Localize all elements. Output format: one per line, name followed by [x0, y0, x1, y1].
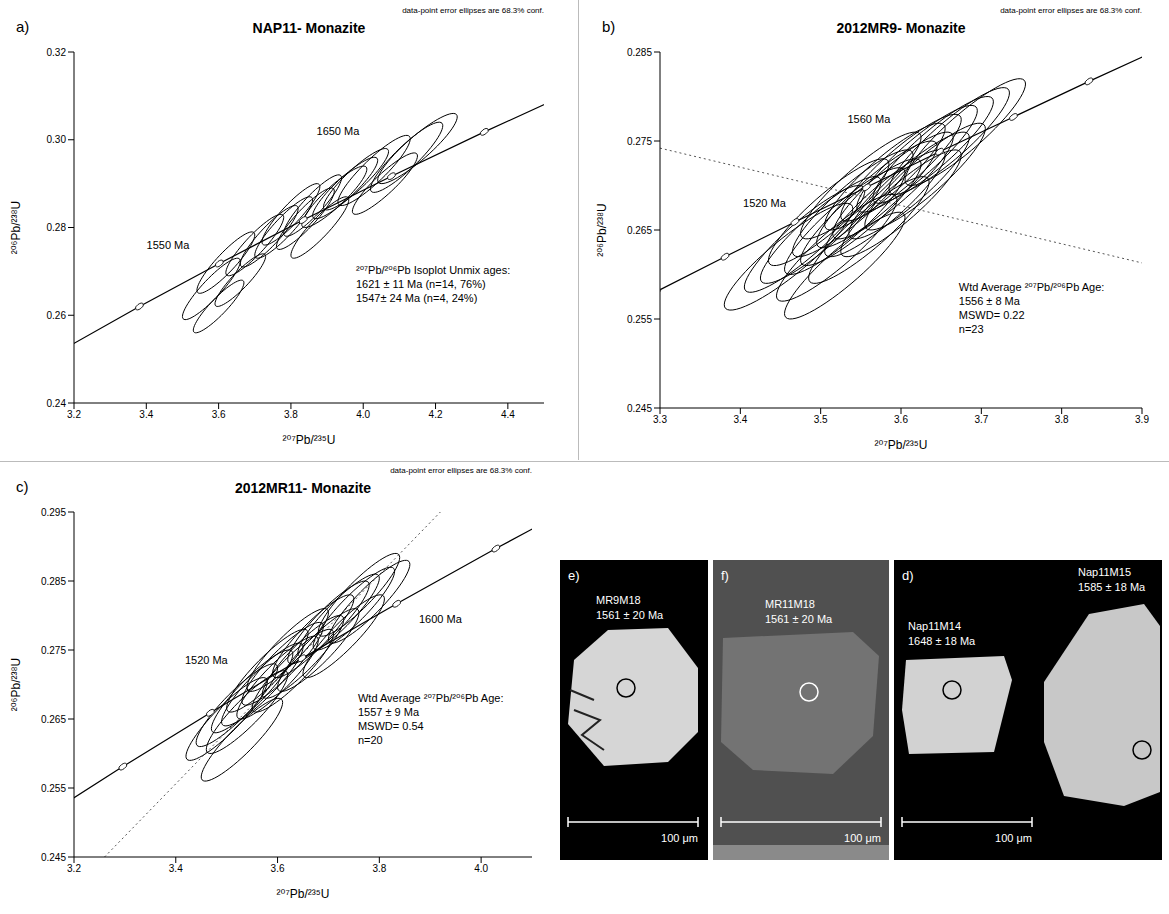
svg-text:3.4: 3.4 — [139, 409, 153, 420]
svg-text:100 μm: 100 μm — [844, 832, 881, 844]
svg-text:0.255: 0.255 — [627, 314, 652, 325]
html-text:a): a) — [16, 18, 30, 35]
svg-text:0.26: 0.26 — [47, 310, 67, 321]
svg-text:²⁰⁶Pb/²³⁸U: ²⁰⁶Pb/²³⁸U — [595, 203, 609, 256]
svg-text:0.265: 0.265 — [627, 225, 652, 236]
svg-text:0.285: 0.285 — [627, 47, 652, 58]
svg-text:²⁰⁶Pb/²³⁸U: ²⁰⁶Pb/²³⁸U — [9, 201, 23, 254]
svg-text:²⁰⁷Pb/²³⁵U: ²⁰⁷Pb/²³⁵U — [875, 438, 928, 452]
svg-text:3.2: 3.2 — [67, 863, 81, 874]
svg-text:Nap11M14: Nap11M14 — [908, 620, 961, 632]
svg-text:0.30: 0.30 — [47, 134, 67, 145]
html-text:1547± 24 Ma (n=4, 24%): 1547± 24 Ma (n=4, 24%) — [356, 291, 478, 304]
html-text:2012MR9- Monazite: 2012MR9- Monazite — [836, 20, 966, 36]
svg-text:1560 Ma: 1560 Ma — [847, 113, 891, 125]
html-text:1556 ± 8 Ma: 1556 ± 8 Ma — [958, 294, 1020, 307]
svg-text:0.295: 0.295 — [41, 507, 66, 518]
html-text:data-point error ellipses are: data-point error ellipses are 68.3% conf… — [402, 6, 544, 15]
svg-text:3.7: 3.7 — [974, 414, 988, 425]
svg-text:4.4: 4.4 — [501, 409, 515, 420]
svg-text:Nap11M15: Nap11M15 — [1078, 566, 1131, 578]
svg-text:²⁰⁶Pb/²³⁸U: ²⁰⁶Pb/²³⁸U — [9, 658, 23, 711]
svg-text:3.6: 3.6 — [271, 863, 285, 874]
svg-text:1520 Ma: 1520 Ma — [743, 197, 787, 209]
svg-text:3.8: 3.8 — [284, 409, 298, 420]
svg-text:1648 ± 18 Ma: 1648 ± 18 Ma — [908, 635, 976, 647]
svg-text:3.9: 3.9 — [1135, 414, 1149, 425]
svg-text:f): f) — [721, 568, 729, 583]
html-text:2012MR11- Monazite: 2012MR11- Monazite — [234, 480, 372, 496]
html-text:Wtd Average ²⁰⁷Pb/²⁰⁶Pb Age:: Wtd Average ²⁰⁷Pb/²⁰⁶Pb Age: — [958, 280, 1105, 293]
svg-text:MR11M18: MR11M18 — [765, 598, 815, 610]
svg-text:100 μm: 100 μm — [661, 832, 698, 844]
svg-text:1600 Ma: 1600 Ma — [419, 613, 463, 625]
svg-text:1520 Ma: 1520 Ma — [185, 654, 229, 666]
svg-text:4.0: 4.0 — [474, 863, 488, 874]
svg-text:3.8: 3.8 — [372, 863, 386, 874]
html-text:n=23: n=23 — [958, 322, 984, 335]
svg-text:3.4: 3.4 — [169, 863, 183, 874]
svg-text:0.28: 0.28 — [47, 222, 67, 233]
svg-text:3.8: 3.8 — [1055, 414, 1069, 425]
html-text:MSWD= 0.22: MSWD= 0.22 — [958, 308, 1025, 321]
svg-text:0.245: 0.245 — [627, 403, 652, 414]
svg-text:0.24: 0.24 — [47, 398, 67, 409]
html-text:NAP11- Monazite: NAP11- Monazite — [252, 20, 366, 36]
svg-text:3.2: 3.2 — [67, 409, 81, 420]
svg-text:0.245: 0.245 — [41, 852, 66, 863]
svg-text:100 μm: 100 μm — [995, 832, 1032, 844]
svg-text:3.5: 3.5 — [814, 414, 828, 425]
html-text:data-point error ellipses are: data-point error ellipses are 68.3% conf… — [390, 466, 532, 475]
html-text:n=20: n=20 — [358, 734, 383, 747]
html-text:MSWD= 0.54: MSWD= 0.54 — [358, 720, 424, 733]
svg-text:0.285: 0.285 — [41, 576, 66, 587]
svg-text:1561 ± 20 Ma: 1561 ± 20 Ma — [765, 613, 833, 625]
svg-text:²⁰⁷Pb/²³⁵U: ²⁰⁷Pb/²³⁵U — [277, 887, 330, 901]
svg-text:4.0: 4.0 — [356, 409, 370, 420]
svg-text:0.275: 0.275 — [41, 645, 66, 656]
html-text:b): b) — [602, 18, 616, 35]
svg-text:0.32: 0.32 — [47, 47, 67, 58]
svg-text:e): e) — [568, 568, 580, 583]
svg-text:1561 ± 20 Ma: 1561 ± 20 Ma — [596, 609, 664, 621]
html-text:1621 ± 11 Ma (n=14, 76%): 1621 ± 11 Ma (n=14, 76%) — [356, 277, 486, 290]
svg-text:3.3: 3.3 — [653, 414, 667, 425]
html-text:1557 ± 9 Ma: 1557 ± 9 Ma — [358, 706, 419, 719]
svg-text:0.265: 0.265 — [41, 714, 66, 725]
html-text:²⁰⁷Pb/²⁰⁶Pb Isoplot Unmix ages: ²⁰⁷Pb/²⁰⁶Pb Isoplot Unmix ages: — [356, 263, 511, 276]
svg-text:d): d) — [902, 568, 914, 583]
svg-text:3.6: 3.6 — [212, 409, 226, 420]
html-text:c): c) — [16, 478, 29, 495]
svg-text:3.6: 3.6 — [894, 414, 908, 425]
html-text:data-point error ellipses are: data-point error ellipses are 68.3% conf… — [1000, 6, 1142, 15]
svg-text:1550 Ma: 1550 Ma — [147, 239, 191, 251]
svg-text:0.275: 0.275 — [627, 136, 652, 147]
svg-text:0.255: 0.255 — [41, 783, 66, 794]
html-text:Wtd Average ²⁰⁷Pb/²⁰⁶Pb Age:: Wtd Average ²⁰⁷Pb/²⁰⁶Pb Age: — [358, 692, 504, 705]
svg-text:²⁰⁷Pb/²³⁵U: ²⁰⁷Pb/²³⁵U — [283, 433, 336, 447]
svg-text:MR9M18: MR9M18 — [596, 594, 641, 606]
svg-text:3.4: 3.4 — [733, 414, 747, 425]
svg-text:1650 Ma: 1650 Ma — [317, 125, 361, 137]
svg-text:4.2: 4.2 — [429, 409, 443, 420]
svg-text:1585 ± 18 Ma: 1585 ± 18 Ma — [1078, 581, 1146, 593]
